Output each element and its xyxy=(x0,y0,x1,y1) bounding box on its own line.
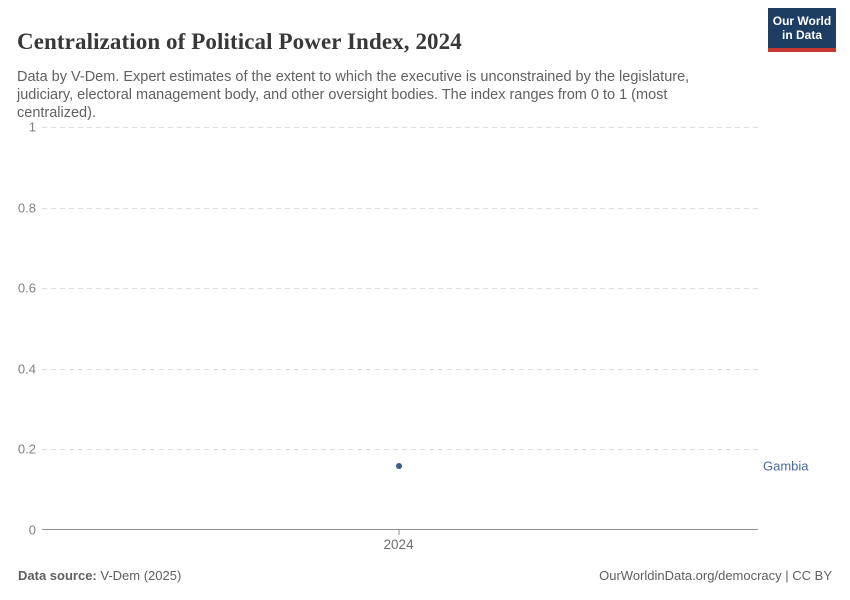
owid-logo: Our World in Data xyxy=(768,8,836,52)
y-axis-labels: 0 0.2 0.4 0.6 0.8 1 xyxy=(0,120,36,538)
owid-logo-line1: Our World xyxy=(772,14,832,28)
gridline-0.8 xyxy=(42,207,758,209)
owid-logo-line2: in Data xyxy=(781,28,822,42)
data-source: Data source: V-Dem (2025) xyxy=(18,568,181,583)
x-axis-line xyxy=(42,529,758,530)
y-tick-label-0.6: 0.6 xyxy=(17,280,36,296)
chart-footer: Data source: V-Dem (2025) OurWorldinData… xyxy=(18,568,832,583)
chart-subtitle: Data by V-Dem. Expert estimates of the e… xyxy=(17,68,690,121)
plot-area: 2024 xyxy=(42,127,758,552)
entity-label-gambia[interactable]: Gambia xyxy=(763,458,809,474)
owid-credit-link[interactable]: OurWorldinData.org/democracy | CC BY xyxy=(599,568,832,583)
data-point-gambia[interactable] xyxy=(395,462,402,469)
chart-title: Centralization of Political Power Index,… xyxy=(17,29,462,55)
x-tick-label-2024: 2024 xyxy=(383,537,414,552)
gridline-0.4 xyxy=(42,368,758,370)
gridline-1 xyxy=(42,127,758,128)
data-source-value: V-Dem (2025) xyxy=(100,568,182,583)
gridline-0.6 xyxy=(42,288,758,290)
y-tick-label-0.8: 0.8 xyxy=(17,200,36,216)
y-tick-label-0.4: 0.4 xyxy=(17,361,36,377)
y-tick-label-0.2: 0.2 xyxy=(17,441,36,457)
data-source-label: Data source: xyxy=(18,568,97,583)
y-tick-label-1: 1 xyxy=(28,119,36,135)
gridline-0.2 xyxy=(42,449,758,451)
y-tick-label-0: 0 xyxy=(28,522,36,538)
x-tick-mark xyxy=(398,530,400,535)
